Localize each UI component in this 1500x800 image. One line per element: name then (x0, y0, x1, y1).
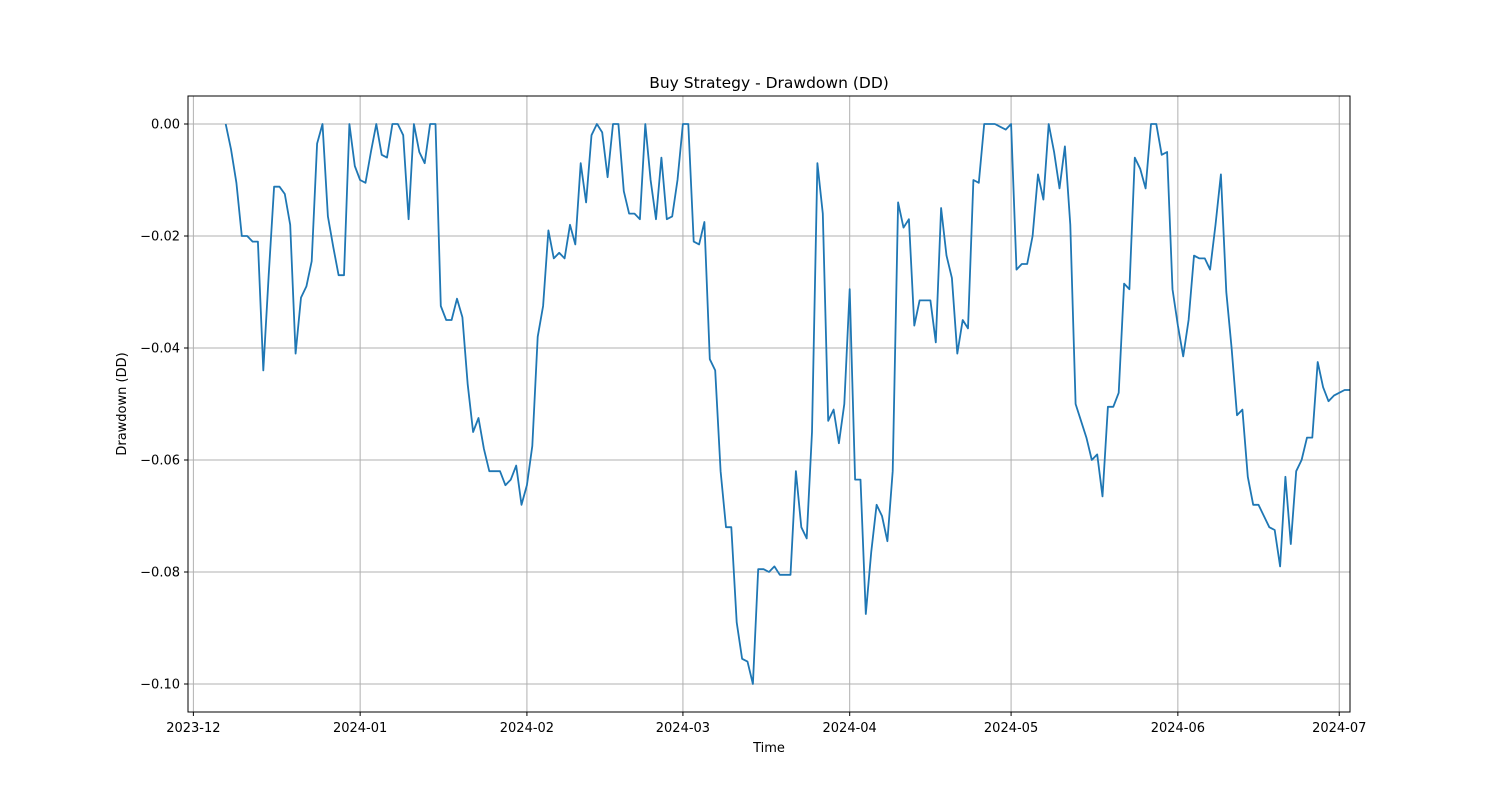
y-axis-label: Drawdown (DD) (115, 352, 130, 455)
y-tick-label: −0.08 (140, 566, 180, 581)
x-tick-label: 2024-03 (656, 721, 710, 736)
x-tick-label: 2024-04 (823, 721, 877, 736)
y-tick-label: −0.04 (140, 342, 180, 357)
y-gridlines (188, 123, 1350, 685)
y-tick-label: −0.02 (140, 230, 180, 245)
series-layer (224, 123, 1350, 685)
chart-title: Buy Strategy - Drawdown (DD) (649, 74, 889, 92)
x-tick-label: 2023-12 (166, 721, 220, 736)
x-tick-label: 2024-05 (984, 721, 1038, 736)
drawdown-series-line (224, 123, 1350, 685)
x-axis-label: Time (752, 741, 785, 756)
x-tick-label: 2024-07 (1312, 721, 1366, 736)
plot-area (188, 96, 1350, 712)
y-tick-label: 0.00 (151, 118, 180, 133)
y-tick-label: −0.10 (140, 678, 180, 693)
x-tick-label: 2024-06 (1151, 721, 1205, 736)
x-tick-label: 2024-01 (333, 721, 387, 736)
x-axis-ticks: 2023-12 2024-01 2024-02 2024-03 2024-04 2024-… (166, 712, 1366, 736)
y-tick-label: −0.06 (140, 454, 180, 469)
x-tick-label: 2024-02 (500, 721, 554, 736)
y-axis-ticks: 0.00 −0.02 −0.04 −0.06 −0.08 −0.10 (140, 118, 188, 693)
plot-frame (187, 95, 1351, 713)
x-gridlines (192, 96, 1340, 712)
